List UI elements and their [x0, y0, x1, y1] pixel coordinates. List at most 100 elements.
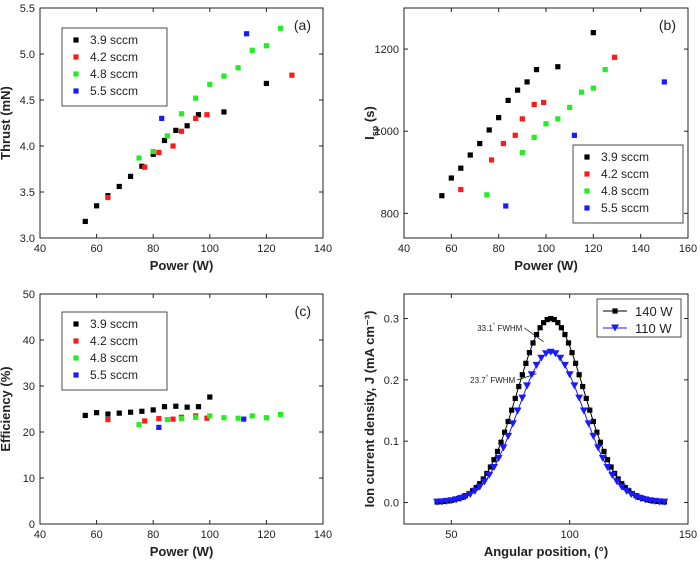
- data-point: [221, 415, 227, 421]
- data-point: [484, 192, 490, 198]
- data-point: [277, 25, 284, 31]
- data-point: [508, 420, 517, 428]
- data-point: [473, 484, 479, 491]
- data-point: [584, 420, 593, 428]
- data-point: [498, 439, 504, 445]
- data-point: [241, 416, 247, 422]
- data-point: [487, 464, 493, 470]
- data-point: [660, 498, 669, 506]
- data-point: [555, 320, 561, 326]
- data-point: [661, 79, 667, 85]
- data-point: [519, 116, 525, 122]
- data-point: [578, 89, 585, 95]
- data-point: [622, 487, 631, 495]
- data-point: [178, 128, 185, 134]
- data-point: [602, 67, 608, 73]
- data-point: [560, 361, 569, 369]
- y-axis-label: Efficiency (%): [0, 366, 13, 451]
- data-point: [579, 407, 588, 415]
- legend-marker: [584, 171, 590, 177]
- data-point: [590, 418, 596, 425]
- x-axis-label: Power (W): [514, 258, 578, 273]
- data-point: [156, 424, 162, 430]
- x-tick-label: 40: [398, 243, 410, 255]
- data-point: [491, 457, 497, 463]
- data-point: [519, 149, 525, 156]
- x-axis-label: Power (W): [150, 258, 214, 273]
- plot-frame: [403, 293, 689, 525]
- legend-label: 3.9 sccm: [90, 317, 138, 331]
- series-line: [437, 351, 665, 503]
- y-tick-label: 1000: [375, 126, 399, 138]
- data-point: [207, 81, 213, 87]
- data-point: [499, 444, 508, 452]
- data-point: [170, 143, 176, 149]
- data-point: [170, 416, 176, 422]
- data-point: [526, 350, 533, 356]
- data-point: [263, 415, 269, 421]
- data-point: [139, 163, 145, 169]
- data-point: [542, 350, 550, 358]
- data-point: [184, 123, 190, 129]
- y-axis-label: Thrust (mN): [0, 86, 13, 160]
- data-point: [505, 418, 511, 425]
- data-point: [195, 404, 202, 410]
- data-point: [477, 140, 483, 147]
- data-point: [136, 155, 142, 161]
- data-point: [551, 316, 557, 323]
- annotation-degree: °: [486, 375, 489, 381]
- legend-marker: [584, 154, 590, 160]
- data-point: [142, 418, 148, 424]
- data-point: [587, 407, 593, 413]
- data-point: [631, 493, 640, 501]
- data-point: [505, 97, 511, 104]
- y-tick-label: 50: [23, 289, 35, 301]
- x-tick-label: 160: [679, 243, 697, 255]
- x-tick-label: 60: [445, 243, 457, 255]
- data-point: [580, 383, 586, 390]
- data-point: [530, 340, 536, 346]
- data-point: [603, 464, 612, 472]
- legend-label: 5.5 sccm: [90, 84, 138, 98]
- legend-marker: [73, 88, 79, 94]
- legend-marker: [73, 321, 79, 327]
- data-point: [207, 394, 213, 400]
- legend-marker: [73, 355, 79, 361]
- data-point: [173, 127, 179, 133]
- data-point: [82, 218, 88, 225]
- y-tick-label: 40: [23, 335, 35, 347]
- data-point: [494, 454, 503, 462]
- data-point: [193, 115, 199, 121]
- y-tick-label: 4.0: [20, 141, 35, 153]
- legend-label: 3.9 sccm: [601, 150, 649, 164]
- data-point: [142, 164, 148, 170]
- legend-marker: [611, 324, 619, 332]
- data-point: [601, 448, 607, 455]
- annotation-value: 23.7: [470, 376, 486, 385]
- data-point: [567, 104, 573, 110]
- data-point: [466, 490, 475, 498]
- data-point: [485, 471, 494, 479]
- x-tick-label: 80: [147, 529, 159, 541]
- data-point: [263, 80, 269, 87]
- data-point: [589, 432, 598, 440]
- data-point: [537, 325, 543, 331]
- x-tick-label: 80: [147, 243, 159, 255]
- data-point: [565, 340, 572, 346]
- x-tick-label: 100: [201, 243, 219, 255]
- data-point: [156, 149, 162, 156]
- data-point: [512, 132, 518, 138]
- legend-marker: [73, 37, 79, 43]
- legend-label: 4.8 sccm: [90, 351, 138, 365]
- panel-label: (a): [294, 17, 311, 33]
- legend-label: 4.2 sccm: [90, 50, 138, 64]
- data-point: [519, 372, 525, 378]
- x-tick-label: 100: [560, 529, 578, 541]
- y-tick-label: 3.5: [20, 187, 35, 199]
- data-point: [544, 316, 550, 323]
- legend-marker: [612, 308, 618, 314]
- data-point: [243, 31, 250, 37]
- data-point: [489, 464, 498, 472]
- annotation: 23.7° FWHM: [470, 375, 515, 385]
